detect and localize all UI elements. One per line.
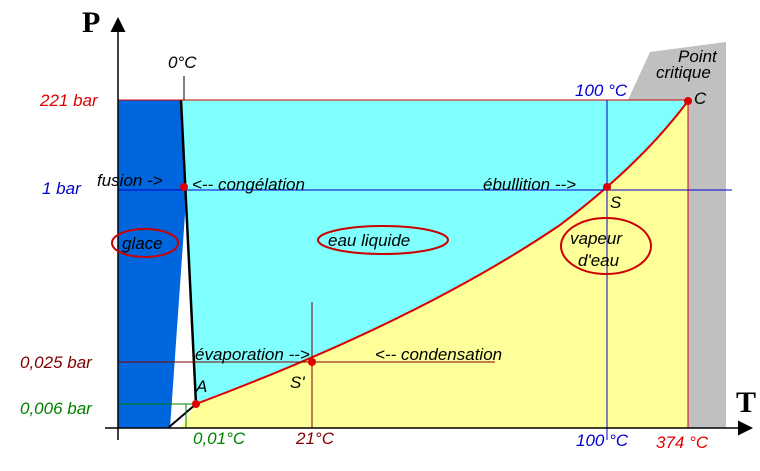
transition-label: <-- condensation [375,345,502,364]
critical-point [684,97,692,105]
sublimation-curve [167,403,197,429]
vaporization-curve [195,100,689,405]
temperature-label: 374 °C [656,433,709,452]
pressure-label: 0,025 bar [20,353,93,372]
region-label: eau liquide [328,231,410,250]
x-axis-label: T [736,386,756,419]
region-label: glace [122,234,163,253]
transition-label: ébullition --> [483,175,576,194]
transition-label: fusion -> [97,171,163,190]
transition-label: <-- congélation [192,175,305,194]
solid-region [118,100,186,428]
point-label: S [610,193,622,212]
fusion-curve [179,99,198,405]
region-ellipse [317,225,449,255]
point-label: C [694,89,707,108]
liquid-region [181,100,688,404]
pressure-label: 0,006 bar [20,399,93,418]
temperature-label: 21°C [295,429,335,448]
critical-title: critique [656,63,711,82]
y-axis-label: P [82,6,100,39]
point [180,183,188,191]
region-label: d'eau [578,251,620,270]
temperature-label: 100 °C [575,81,628,100]
temperature-label: 0,01°C [193,429,246,448]
point-label: A [195,377,207,396]
point-label: S' [290,373,305,392]
pressure-label: 221 bar [39,91,99,110]
critical-title: Point [678,47,718,66]
vapor-region [180,101,688,428]
pressure-label: 1 bar [42,179,82,198]
region-label: vapeur [570,229,623,248]
point [603,183,611,191]
region-ellipse [560,217,652,275]
transition-label: évaporation --> [195,345,310,364]
point [308,358,316,366]
temperature-label: 0°C [168,53,197,72]
supercritical-region [628,42,726,428]
triple-point [192,400,200,408]
region-ellipse [111,228,179,258]
temperature-label: 100 °C [576,431,629,450]
